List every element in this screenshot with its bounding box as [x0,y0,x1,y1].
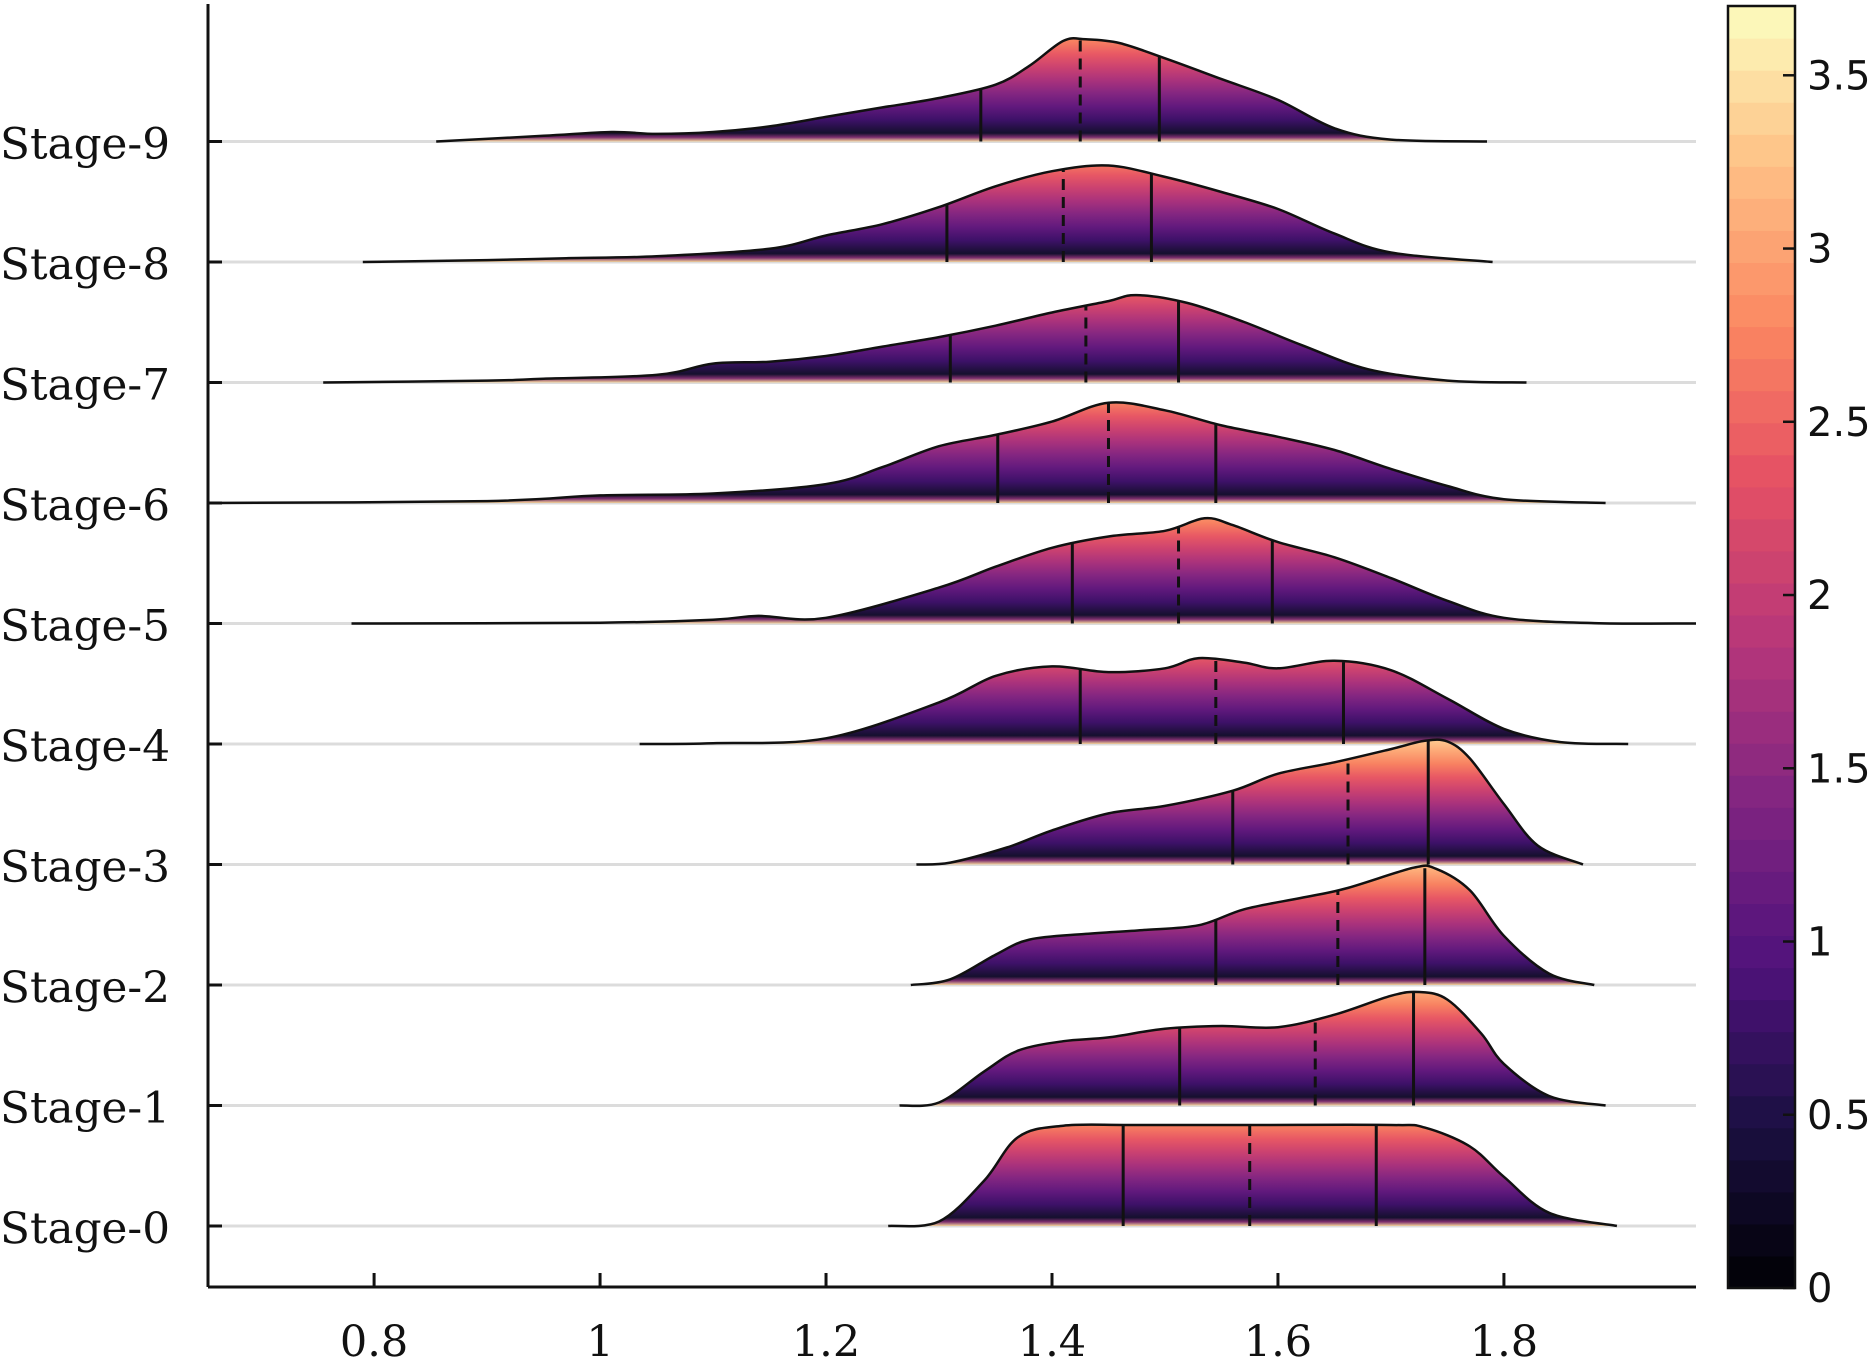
colorbar-band [1728,422,1795,456]
colorbar-band [1728,518,1795,552]
x-tick-label: 1.6 [1244,1317,1312,1367]
ridge-stage-8 [362,164,1493,264]
colorbar-band [1728,454,1795,488]
ridge-stage-9 [436,37,1488,143]
ridge-stage-6 [207,401,1606,505]
y-tick-label: Stage-4 [0,722,170,772]
ridge-outline [362,164,1493,264]
ridge-outline [207,401,1606,505]
y-ticks: Stage-0 Stage-1 Stage-2 Stage-3 Stage-4 Stage… [0,120,222,1254]
y-tick-label: Stage-1 [0,1084,170,1134]
colorbar-tick-label: 1.5 [1807,746,1871,792]
colorbar-tick-label: 3 [1807,227,1832,273]
colorbar-band [1728,102,1795,135]
x-ticks: 0.8 1 1.2 1.4 1.6 1.8 [340,1273,1538,1367]
colorbar-band [1728,166,1795,199]
y-tick-label: Stage-2 [0,963,170,1013]
colorbar-band [1728,1031,1795,1065]
ridge-outline [351,516,1697,625]
ridges [207,37,1697,1228]
y-tick-label: Stage-3 [0,843,170,893]
colorbar-band [1728,198,1795,231]
colorbar-band [1728,711,1795,744]
colorbar-frame [1726,4,1797,1290]
colorbar-band [1728,262,1795,296]
colorbar-tick-label: 2.5 [1807,400,1871,446]
colorbar-band [1728,1159,1795,1193]
colorbar-band [1728,839,1795,872]
ridge-stage-5 [351,516,1697,625]
colorbar-band [1728,326,1795,360]
colorbar-band [1728,230,1795,263]
y-tick-label: Stage-5 [0,602,170,652]
colorbar-band [1728,1191,1795,1225]
colorbar-band [1728,550,1795,584]
colorbar-band [1728,486,1795,520]
ridge-fill [910,865,1595,985]
colorbar-band [1728,38,1795,71]
y-tick-label: Stage-6 [0,481,170,531]
ridge-outline [436,37,1488,143]
colorbar-band [1728,871,1795,904]
y-tick-label: Stage-8 [0,240,170,290]
y-tick-label: Stage-0 [0,1204,170,1254]
ridge-outline [910,864,1595,987]
x-tick-label: 1.8 [1470,1317,1538,1367]
colorbar-band [1728,1063,1795,1097]
colorbar-band [1728,999,1795,1033]
colorbar-band [1728,294,1795,328]
colorbar-tick-label: 0.5 [1807,1093,1871,1139]
ridge-fill [436,38,1488,142]
ridge-fill [888,1124,1617,1227]
colorbar-band [1728,647,1795,680]
colorbar-tick-label: 3.5 [1807,53,1871,99]
y-tick-label: Stage-7 [0,361,170,411]
ridge-fill [351,518,1696,624]
ridge-stage-0 [888,1123,1618,1228]
colorbar-tick-label: 0 [1807,1266,1832,1312]
colorbar: 0 0.5 1 1.5 2 2.5 3 3.5 [1726,4,1871,1312]
colorbar-band [1728,679,1795,712]
colorbar-band [1728,807,1795,840]
colorbar-band [1728,743,1795,776]
colorbar-band [1728,1223,1795,1257]
x-tick-label: 0.8 [340,1317,408,1367]
x-tick-label: 1 [586,1317,613,1367]
axes [206,4,1696,1289]
colorbar-band [1728,1127,1795,1161]
ridge-stage-7 [323,293,1527,384]
ridge-stage-1 [899,990,1606,1108]
ridge-fill [899,991,1606,1106]
colorbar-band [1728,6,1795,39]
colorbar-band [1728,903,1795,937]
ridge-fill [208,402,1606,503]
colorbar-band [1728,1255,1795,1289]
ridge-outline [899,990,1606,1108]
ridge-stage-3 [916,738,1584,866]
x-tick-label: 1.2 [792,1317,860,1367]
ridge-outline [323,293,1527,384]
ridge-outline [916,738,1584,866]
colorbar-band [1728,967,1795,1001]
colorbar-band [1728,358,1795,392]
y-tick-label: Stage-9 [0,120,170,170]
ridge-stage-2 [910,864,1595,987]
colorbar-band [1728,775,1795,808]
ridge-stage-4 [639,656,1629,746]
ridge-outline [639,656,1629,746]
ridge-fill [323,295,1527,383]
ridge-fill [362,165,1493,262]
x-tick-label: 1.4 [1018,1317,1086,1367]
colorbar-tick-label: 1 [1807,920,1832,966]
colorbar-band [1728,614,1795,648]
colorbar-band [1728,390,1795,424]
colorbar-tick-label: 2 [1807,573,1832,619]
colorbar-band [1728,1095,1795,1129]
ridge-fill [916,739,1583,865]
colorbar-band [1728,582,1795,616]
colorbar-band [1728,134,1795,167]
